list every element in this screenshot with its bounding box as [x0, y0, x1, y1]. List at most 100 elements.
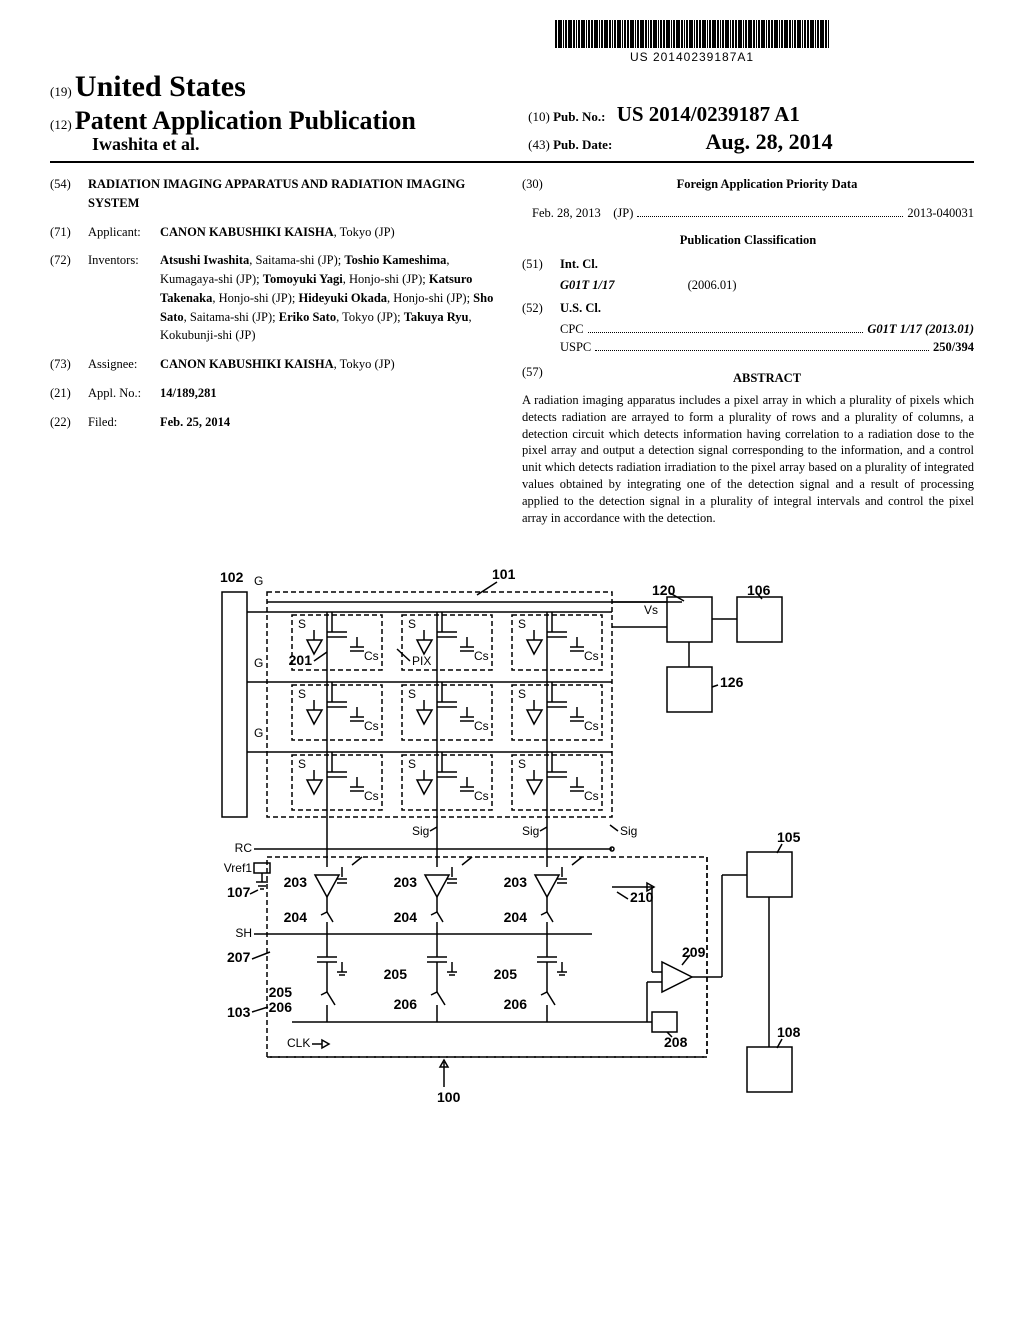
svg-text:Cs: Cs [474, 719, 489, 733]
svg-text:G: G [254, 656, 263, 670]
svg-text:107: 107 [227, 884, 251, 900]
filed-label: Filed: [88, 413, 160, 432]
svg-text:204: 204 [284, 909, 308, 925]
figure-svg: 102 G 101 G G Vs SCsSCsSCsSCsSCsSCsSCsSC… [192, 557, 832, 1117]
svg-text:PIX: PIX [412, 654, 431, 668]
intcl-label: Int. Cl. [560, 257, 598, 271]
svg-text:201: 201 [289, 652, 313, 668]
svg-text:205: 205 [269, 984, 293, 1000]
svg-text:Cs: Cs [474, 789, 489, 803]
svg-text:SH: SH [235, 926, 252, 940]
header: (19) United States (12) Patent Applicati… [50, 70, 974, 155]
svg-text:206: 206 [504, 996, 528, 1012]
assignee-loc: Tokyo (JP) [340, 357, 395, 371]
svg-text:Vref1: Vref1 [224, 861, 253, 875]
svg-text:203: 203 [284, 874, 308, 890]
svg-text:208: 208 [664, 1034, 688, 1050]
svg-text:105: 105 [777, 829, 801, 845]
uscl-label: U.S. Cl. [560, 301, 601, 315]
svg-text:204: 204 [394, 909, 418, 925]
svg-text:203: 203 [504, 874, 528, 890]
biblio-left: (54) RADIATION IMAGING APPARATUS AND RAD… [50, 175, 502, 527]
svg-text:CLK: CLK [287, 1036, 310, 1050]
svg-text:RC: RC [235, 841, 253, 855]
svg-text:Cs: Cs [584, 789, 599, 803]
inventors-list: Atsushi Iwashita, Saitama-shi (JP); Tosh… [160, 251, 502, 345]
svg-text:206: 206 [269, 999, 293, 1015]
applicant-code: (71) [50, 223, 88, 242]
svg-text:Cs: Cs [364, 649, 379, 663]
svg-text:Sig: Sig [522, 824, 539, 838]
svg-text:209: 209 [682, 944, 706, 960]
intcl-code: (51) [522, 255, 560, 274]
svg-text:103: 103 [227, 1004, 251, 1020]
barcode-block: US 20140239187A1 [410, 20, 974, 66]
svg-text:Sig: Sig [412, 824, 429, 838]
applicant-label: Applicant: [88, 223, 160, 242]
abstract-code: (57) [522, 363, 560, 392]
svg-text:101: 101 [492, 566, 516, 582]
svg-text:205: 205 [384, 966, 408, 982]
intcl-class: G01T 1/17 [560, 278, 615, 292]
foreign-title: Foreign Application Priority Data [677, 177, 858, 191]
foreign-date: Feb. 28, 2013 [532, 206, 601, 220]
svg-text:102: 102 [220, 569, 244, 585]
pubclass-title: Publication Classification [522, 231, 974, 250]
svg-text:Cs: Cs [364, 789, 379, 803]
svg-text:203: 203 [394, 874, 418, 890]
pubdate-code: (43) [528, 137, 550, 152]
pubdate-label: Pub. Date: [553, 137, 612, 152]
barcode-graphic: US 20140239187A1 [555, 20, 829, 64]
svg-text:207: 207 [227, 949, 251, 965]
applno-code: (21) [50, 384, 88, 403]
intcl-ver: (2006.01) [688, 278, 737, 292]
header-authors: Iwashita et al. [92, 134, 518, 155]
svg-text:Cs: Cs [474, 649, 489, 663]
filed-date: Feb. 25, 2014 [160, 415, 230, 429]
assignee-label: Assignee: [88, 355, 160, 374]
applicant-loc: Tokyo (JP) [340, 225, 395, 239]
abstract-title: ABSTRACT [560, 369, 974, 388]
svg-text:Vs: Vs [644, 603, 658, 617]
country-code: (19) [50, 84, 72, 99]
svg-text:Cs: Cs [584, 719, 599, 733]
svg-text:G: G [254, 574, 263, 588]
svg-text:S: S [408, 757, 416, 771]
svg-text:S: S [408, 687, 416, 701]
figure: 102 G 101 G G Vs SCsSCsSCsSCsSCsSCsSCsSC… [50, 557, 974, 1117]
svg-text:Sig: Sig [620, 824, 637, 838]
svg-text:206: 206 [394, 996, 418, 1012]
svg-text:Cs: Cs [364, 719, 379, 733]
svg-text:S: S [298, 617, 306, 631]
svg-text:S: S [298, 687, 306, 701]
country-name: United States [75, 70, 246, 103]
applno: 14/189,281 [160, 386, 217, 400]
svg-text:S: S [408, 617, 416, 631]
biblio: (54) RADIATION IMAGING APPARATUS AND RAD… [50, 175, 974, 527]
svg-text:205: 205 [494, 966, 518, 982]
svg-text:G: G [254, 726, 263, 740]
invention-title: RADIATION IMAGING APPARATUS AND RADIATIO… [88, 177, 465, 210]
svg-text:S: S [518, 687, 526, 701]
title-code: (54) [50, 175, 88, 213]
pubdate: Aug. 28, 2014 [706, 129, 833, 154]
pubno-code: (10) [528, 109, 550, 124]
header-rule [50, 161, 974, 163]
inventors-code: (72) [50, 251, 88, 345]
uspc-label: USPC [560, 338, 591, 357]
foreign-code: (30) [522, 175, 560, 194]
biblio-right: (30) Foreign Application Priority Data F… [522, 175, 974, 527]
assignee-code: (73) [50, 355, 88, 374]
pubno-label: Pub. No.: [553, 109, 605, 124]
foreign-no: 2013-040031 [907, 204, 974, 223]
pubno: US 2014/0239187 A1 [617, 102, 800, 126]
svg-text:100: 100 [437, 1089, 461, 1105]
doc-type-code: (12) [50, 117, 72, 132]
applno-label: Appl. No.: [88, 384, 160, 403]
applicant-name: CANON KABUSHIKI KAISHA [160, 225, 334, 239]
cpc-label: CPC [560, 320, 584, 339]
svg-text:120: 120 [652, 582, 676, 598]
cpc-val: G01T 1/17 (2013.01) [867, 322, 974, 336]
uspc-val: 250/394 [933, 340, 974, 354]
svg-text:S: S [298, 757, 306, 771]
